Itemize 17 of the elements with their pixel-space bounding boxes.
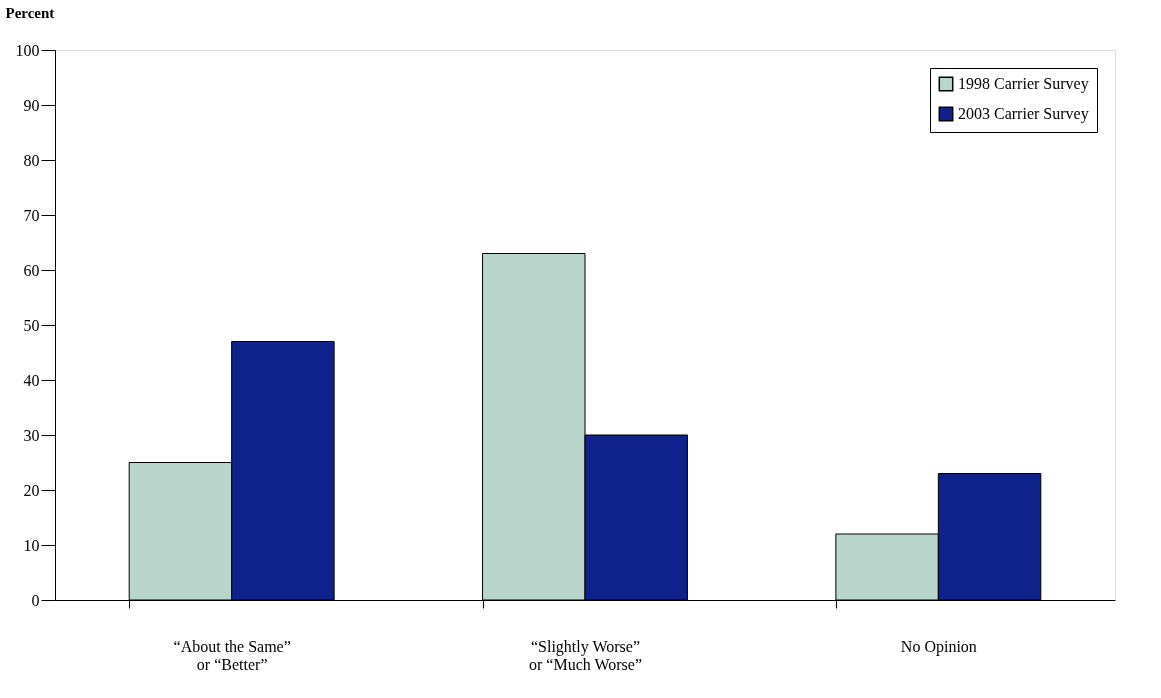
legend-label: 2003 Carrier Survey: [958, 105, 1089, 123]
y-tick-label: 0: [31, 591, 40, 609]
x-tick-label: “Slightly Worse” or “Much Worse”: [528, 637, 643, 673]
y-tick-label: 50: [23, 316, 40, 334]
y-tick-label: 80: [23, 151, 40, 169]
y-tick-label: 90: [23, 96, 40, 114]
y-tick-label: 100: [15, 41, 40, 59]
y-tick-label: 30: [23, 426, 40, 444]
y-tick-label: 10: [23, 536, 40, 554]
legend-label: 1998 Carrier Survey: [958, 75, 1089, 93]
y-axis-title: Percent: [5, 4, 55, 21]
y-tick-label: 40: [23, 371, 40, 389]
x-tick-label: No Opinion: [900, 637, 977, 656]
y-tick-label: 60: [23, 261, 40, 279]
x-tick-label: “About the Same” or “Better”: [173, 637, 291, 673]
y-tick-label: 70: [23, 206, 40, 224]
y-tick-label: 20: [23, 481, 40, 499]
